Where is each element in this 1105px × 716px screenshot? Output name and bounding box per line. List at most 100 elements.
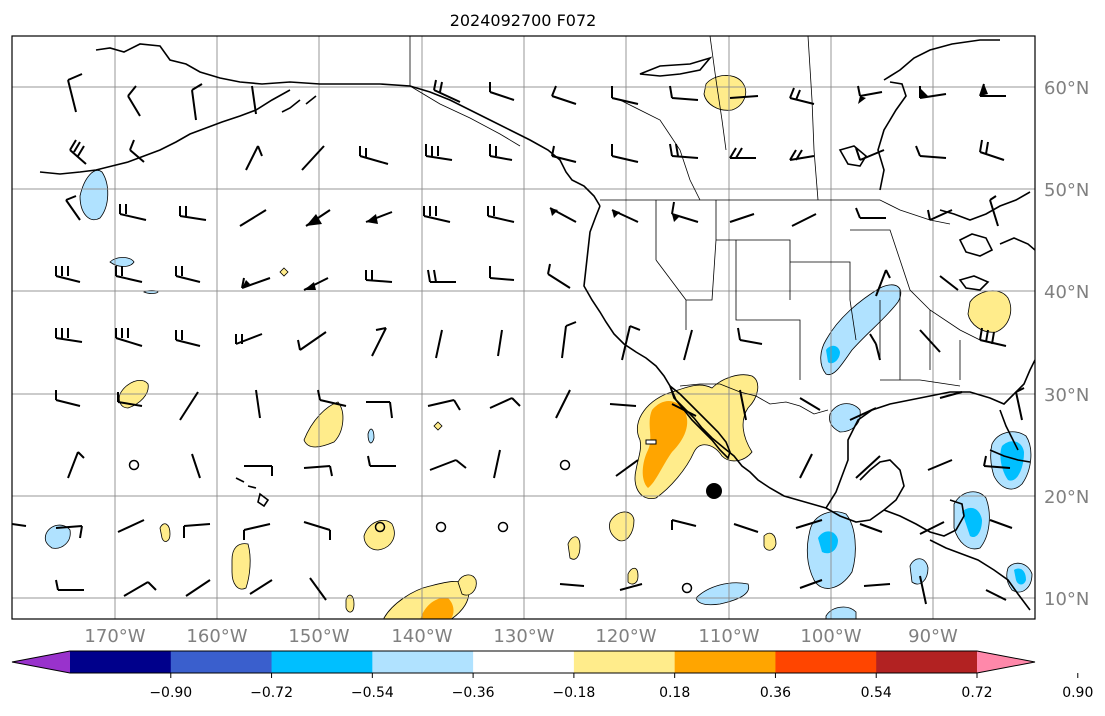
arctic-island-coast [639,56,713,77]
wind-barb [425,144,453,161]
wind-barb [989,195,999,227]
wind-barb [611,144,639,163]
wind-barb [235,333,263,345]
positive-anomaly-region [231,543,251,590]
colorbar-segment [573,651,676,673]
positive-anomaly-region [363,520,395,551]
wind-barb [433,79,461,103]
wind-barb [487,206,515,223]
wind-barb [69,139,87,165]
lon-label: 110°W [698,626,759,647]
wind-barb [729,147,756,159]
wind-barb [609,403,637,407]
wind-barb [799,579,823,589]
political-borders [409,36,981,415]
lat-label: 30°N [1044,385,1089,406]
strong-positive-anomaly-region [420,597,454,619]
wind-barb [927,209,953,221]
wind-barb [65,195,81,221]
wind-barb [427,399,461,411]
colorbar-tick-label: −0.18 [552,685,595,701]
strong-positive-anomaly-region [642,401,688,488]
positive-anomaly-region [567,536,581,560]
wind-barb [115,266,143,283]
colorbar-tick-label: 0.54 [861,685,892,701]
wind-barb [849,407,877,421]
wind-barb [855,207,886,219]
storm-center-marker [706,483,722,499]
map-content [12,36,1035,619]
wind-barb [737,327,763,345]
wind-barb [729,95,759,99]
wind-barb [251,85,257,115]
wind-barb [497,329,503,357]
lon-label: 130°W [493,626,554,647]
wind-barb [615,459,639,477]
colorbar-tick-label: −0.36 [452,685,495,701]
wind-barb [191,83,203,121]
positive-anomaly-region [457,574,477,596]
wind-barb [123,581,157,597]
wind-barb [179,206,207,221]
us-state-borders [655,200,857,380]
wind-barb [939,391,963,399]
wind-barb [127,85,141,117]
province-border [619,99,701,201]
yucatan-coast [883,499,965,537]
wind-barb [301,145,325,171]
wind-barb [619,583,643,591]
us-mexico-border [679,383,829,415]
wind-barb [789,149,815,161]
calm-wind-circle [559,459,571,471]
colorbar-tick-label: −0.90 [149,685,192,701]
wind-barb [365,270,393,283]
wind-barb [117,392,143,407]
wind-barb [927,459,953,471]
wind-barb [489,266,515,281]
strong-negative-anomaly-region [962,507,982,538]
wind-barb [489,397,521,409]
wind-barb [366,401,393,419]
negative-anomaly-region [695,582,750,606]
wind-barb [739,389,747,421]
lon-label: 150°W [288,626,349,647]
wind-barb [297,331,327,351]
wind-barb [55,579,84,591]
wind-barb [489,144,513,161]
wind-barb [489,82,515,101]
small-islands [279,267,657,445]
central-america-coast [929,539,1031,611]
strong-negative-anomaly-region [1000,441,1024,481]
wind-barb [919,521,945,535]
negative-anomaly-region [820,284,902,376]
longitude-labels: 170°W 160°W 150°W 140°W 130°W 120°W 110°… [84,626,958,647]
latitude-labels: 60°N 50°N 40°N 30°N 20°N 10°N [1044,78,1089,610]
florida-coast [999,409,1019,451]
wind-barb [799,453,813,479]
wind-barb [733,523,759,533]
positive-anomaly-region [159,523,171,542]
wind-barb [875,269,891,297]
wind-barb [243,523,271,540]
lon-label: 170°W [84,626,145,647]
wind-barb [669,143,699,159]
wind-barb [55,525,83,539]
colorbar-segment [372,651,474,673]
wind-barb [789,87,815,105]
wind-barb [55,328,83,343]
wind-barb [55,266,81,283]
wind-barb [239,209,267,227]
calm-wind-circle [435,521,447,533]
positive-anomaly-region [763,532,777,551]
wind-barb [729,213,755,223]
saint-lawrence-coast [939,191,1031,221]
positive-anomaly-region [609,511,635,542]
wind-barb [859,523,883,533]
wind-barb [611,86,639,105]
wind-barb [795,519,823,529]
aleutian-coast [39,89,291,175]
colorbar-tick-label: −0.54 [351,685,394,701]
lon-label: 140°W [391,626,452,647]
province-border [807,36,819,201]
positive-anomaly-region [703,75,746,111]
